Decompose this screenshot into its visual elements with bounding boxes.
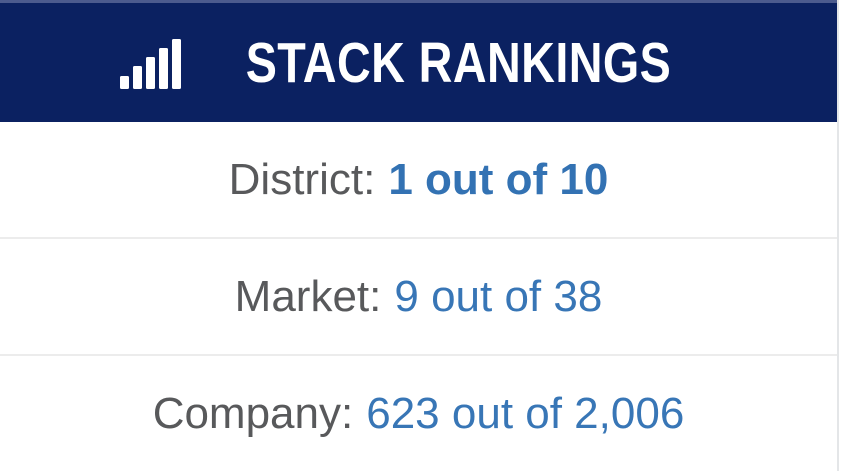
card-title: STACK RANKINGS	[245, 30, 671, 95]
company-value: 623 out of 2,006	[366, 389, 685, 438]
ranking-row-market: Market: 9 out of 38	[0, 239, 837, 356]
district-value: 1 out of 10	[388, 154, 609, 204]
district-label: District:	[228, 154, 376, 204]
ranking-row-company: Company: 623 out of 2,006	[0, 356, 837, 472]
market-label: Market:	[234, 271, 382, 321]
company-label: Company:	[152, 389, 354, 438]
bar-chart-icon	[119, 38, 181, 89]
stack-rankings-header: STACK RANKINGS	[0, 0, 837, 122]
ranking-row-district: District: 1 out of 10	[0, 122, 837, 239]
market-value: 9 out of 38	[394, 271, 603, 321]
